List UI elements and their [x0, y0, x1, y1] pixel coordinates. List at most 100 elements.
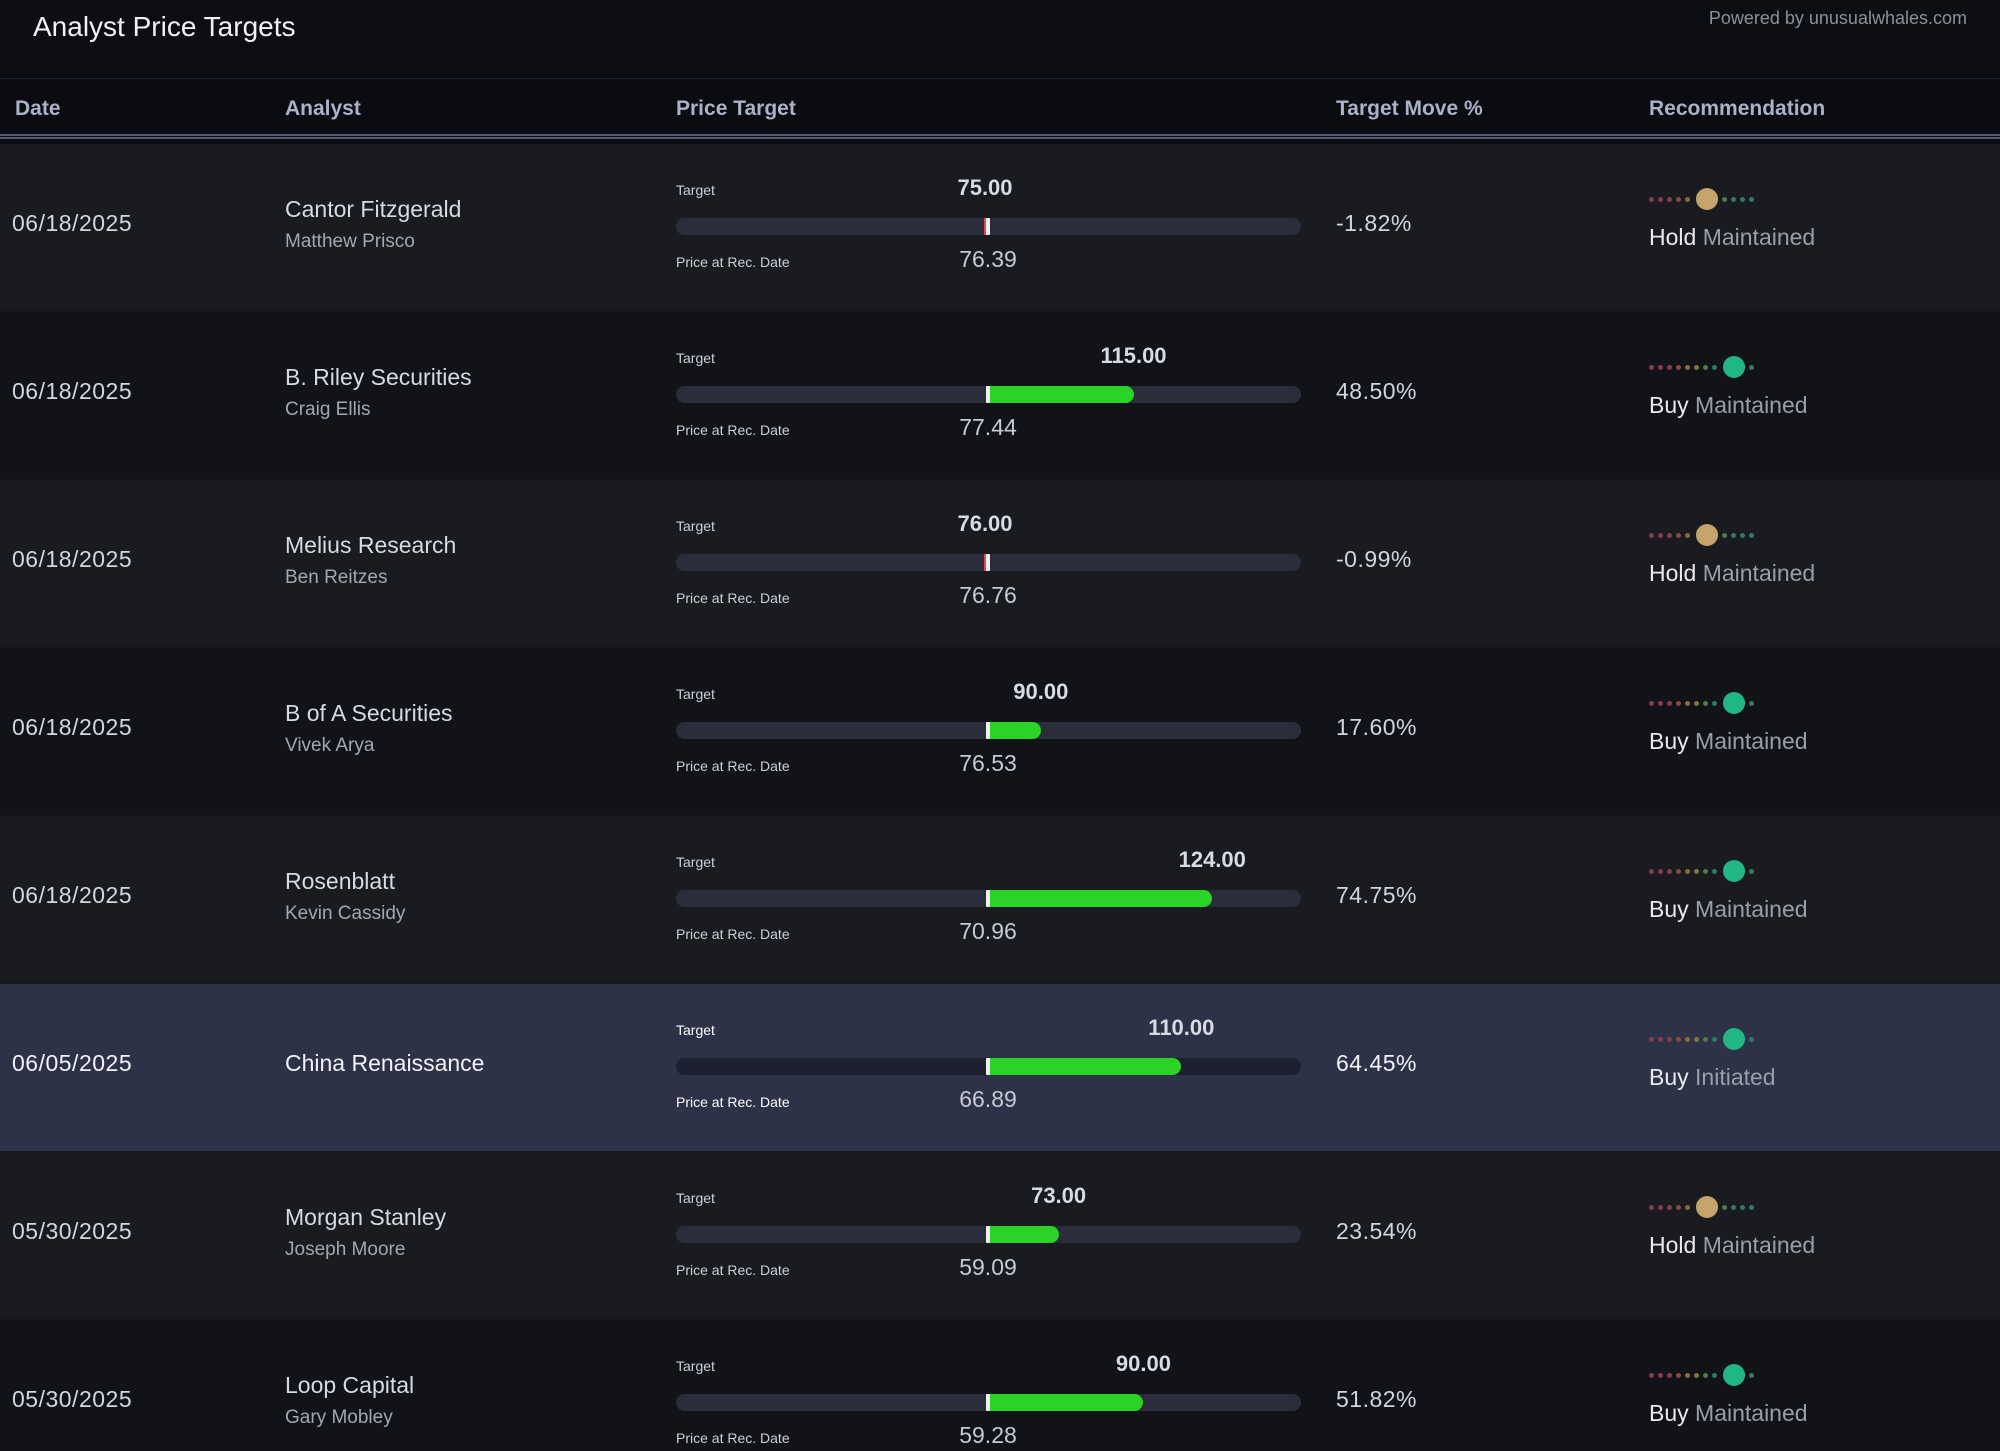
rating-indicator-icon — [1723, 356, 1745, 378]
target-label: Target — [676, 854, 715, 870]
rating-scale-dot — [1749, 196, 1754, 202]
price-target-bar — [676, 1394, 1301, 1411]
price-at-rec-label: Price at Rec. Date — [676, 1430, 790, 1446]
current-price-marker — [986, 1394, 990, 1411]
target-move-fill — [988, 722, 1041, 739]
target-move-fill — [988, 890, 1213, 907]
rating-scale-dot — [1722, 532, 1727, 538]
rating-scale-dot — [1658, 1036, 1663, 1042]
table-row[interactable]: 05/30/2025 Morgan Stanley Joseph Moore T… — [0, 1152, 2000, 1320]
rating-scale-dot — [1749, 532, 1754, 538]
row-analyst: Vivek Arya — [285, 735, 375, 756]
rating-scale-dot — [1731, 1204, 1736, 1210]
rating-scale-dot — [1694, 868, 1699, 874]
target-value: 90.00 — [1115, 1351, 1171, 1376]
rating-scale-dot — [1731, 196, 1736, 202]
rating-scale-dot — [1740, 1204, 1745, 1210]
rating-scale-dot — [1649, 196, 1654, 202]
target-move-value: 48.50% — [1336, 378, 1418, 404]
target-move-fill — [988, 1058, 1182, 1075]
table-row[interactable]: 06/18/2025 Melius Research Ben Reitzes T… — [0, 480, 2000, 648]
current-price-marker — [986, 218, 990, 235]
price-at-rec-value: 59.09 — [959, 1254, 1017, 1280]
target-move-value: -1.82% — [1336, 210, 1412, 236]
rating-indicator-icon — [1723, 860, 1745, 882]
target-value: 124.00 — [1178, 847, 1246, 872]
row-firm: Loop Capital — [285, 1372, 415, 1398]
rating-label: Hold — [1649, 1232, 1697, 1258]
current-price-marker — [986, 1058, 990, 1075]
target-label: Target — [676, 1358, 715, 1374]
rating-action: Maintained — [1702, 1232, 1816, 1258]
rating-scale-dot — [1712, 364, 1717, 370]
price-at-rec-value: 76.53 — [959, 750, 1017, 776]
current-price-marker — [986, 890, 990, 907]
price-at-rec-label: Price at Rec. Date — [676, 590, 790, 606]
table-row[interactable]: 06/18/2025 B. Riley Securities Craig Ell… — [0, 312, 2000, 480]
table-row[interactable]: 06/18/2025 Cantor Fitzgerald Matthew Pri… — [0, 144, 2000, 312]
table-row[interactable]: 06/18/2025 B of A Securities Vivek Arya … — [0, 648, 2000, 816]
rating-scale-dot — [1712, 1036, 1717, 1042]
rating-scale-dot — [1722, 1204, 1727, 1210]
row-firm: B of A Securities — [285, 700, 453, 726]
rating-indicator-icon — [1696, 524, 1718, 546]
price-target-bar — [676, 554, 1301, 571]
rating-scale-dot — [1703, 364, 1708, 370]
price-at-rec-value: 70.96 — [959, 918, 1017, 944]
price-at-rec-value: 66.89 — [959, 1086, 1017, 1112]
rating-scale-dot — [1658, 532, 1663, 538]
rating-indicator-icon — [1696, 188, 1718, 210]
rating-scale-dot — [1658, 1204, 1663, 1210]
rating-scale-dot — [1694, 1036, 1699, 1042]
column-header-target-move[interactable]: Target Move % — [1336, 97, 1483, 120]
rating-scale-dot — [1694, 1372, 1699, 1378]
target-value: 76.00 — [957, 511, 1013, 536]
price-target-bar — [676, 218, 1301, 235]
rating-scale — [1649, 1196, 1758, 1218]
rating-scale-dot — [1712, 1372, 1717, 1378]
target-move-value: -0.99% — [1336, 546, 1412, 572]
recommendation: Buy Maintained — [1649, 1400, 1808, 1427]
rating-indicator-icon — [1696, 1196, 1718, 1218]
rating-scale-dot — [1749, 868, 1754, 874]
target-move-fill — [988, 386, 1134, 403]
rating-scale-dot — [1694, 364, 1699, 370]
rating-scale-dot — [1749, 1204, 1754, 1210]
rating-scale-dot — [1712, 700, 1717, 706]
column-header-date[interactable]: Date — [15, 97, 61, 120]
powered-by-link[interactable]: Powered by unusualwhales.com — [1708, 8, 1967, 28]
price-at-rec-label: Price at Rec. Date — [676, 1094, 790, 1110]
table-row[interactable]: 06/18/2025 Rosenblatt Kevin Cassidy Targ… — [0, 816, 2000, 984]
rating-scale-dot — [1649, 364, 1654, 370]
row-analyst: Joseph Moore — [285, 1239, 406, 1260]
price-target-bar — [676, 890, 1301, 907]
column-header-recommendation[interactable]: Recommendation — [1649, 97, 1826, 120]
rating-indicator-icon — [1723, 692, 1745, 714]
rating-label: Buy — [1649, 392, 1689, 418]
rating-scale-dot — [1676, 700, 1681, 706]
price-at-rec-value: 59.28 — [959, 1422, 1017, 1448]
row-firm: China Renaissance — [285, 1050, 485, 1076]
row-date: 06/18/2025 — [12, 546, 133, 572]
column-header-price-target[interactable]: Price Target — [676, 97, 796, 120]
rating-scale-dot — [1649, 1204, 1654, 1210]
table-row[interactable]: 06/05/2025 China Renaissance Target 110.… — [0, 984, 2000, 1152]
price-target-bar — [676, 722, 1301, 739]
rating-scale-dot — [1676, 532, 1681, 538]
rating-scale-dot — [1685, 532, 1690, 538]
table-row[interactable]: 05/30/2025 Loop Capital Gary Mobley Targ… — [0, 1320, 2000, 1451]
target-label: Target — [676, 1190, 715, 1206]
rating-scale-dot — [1685, 700, 1690, 706]
price-at-rec-label: Price at Rec. Date — [676, 1262, 790, 1278]
rating-scale-dot — [1667, 532, 1672, 538]
row-analyst: Kevin Cassidy — [285, 903, 406, 924]
rating-scale — [1649, 356, 1758, 378]
row-date: 06/05/2025 — [12, 1050, 133, 1076]
price-at-rec-value: 77.44 — [959, 414, 1017, 440]
row-firm: Rosenblatt — [285, 868, 395, 894]
column-header-analyst[interactable]: Analyst — [285, 97, 361, 120]
target-move-value: 51.82% — [1336, 1386, 1418, 1412]
price-at-rec-label: Price at Rec. Date — [676, 926, 790, 942]
row-firm: Cantor Fitzgerald — [285, 196, 462, 222]
rating-label: Buy — [1649, 728, 1689, 754]
